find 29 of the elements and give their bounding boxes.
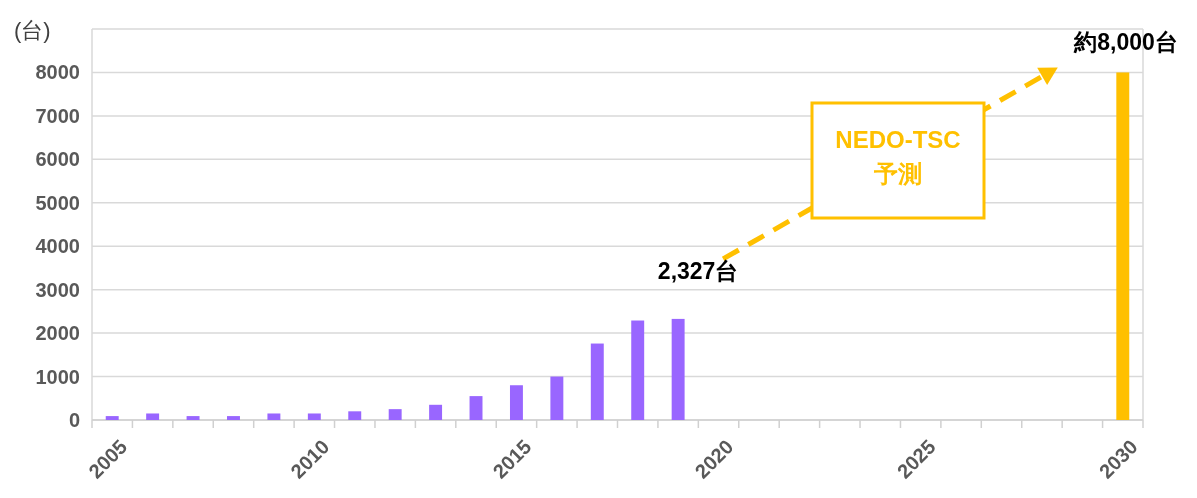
bar [307,413,321,420]
y-tick-label: 1000 [35,365,80,388]
bar [590,343,604,420]
bar [509,385,523,420]
bar [227,416,240,420]
y-tick-label: 6000 [35,148,80,171]
bar [348,411,362,420]
y-tick-label: 4000 [35,235,80,258]
y-axis-title: (台) [14,18,51,43]
bar [1116,72,1130,420]
bar [469,396,483,420]
bar [105,416,119,420]
bar [631,320,645,420]
bar [550,376,564,420]
bar [146,413,160,420]
bar [186,416,200,420]
data-label: 2,327台 [657,257,739,284]
annotation: NEDO-TSC 予測 [835,126,961,187]
y-tick-label: 0 [68,409,80,431]
bar [388,409,402,420]
bar [429,404,443,420]
y-tick-label: 5000 [35,191,80,214]
y-tick-label: 2000 [35,322,80,345]
bar [267,413,281,420]
y-tick-label: 3000 [35,278,80,301]
y-tick-label: 7000 [35,104,80,127]
bar [671,318,685,420]
y-tick-label: 8000 [35,61,80,84]
data-label: 約8,000台 [1073,29,1178,56]
